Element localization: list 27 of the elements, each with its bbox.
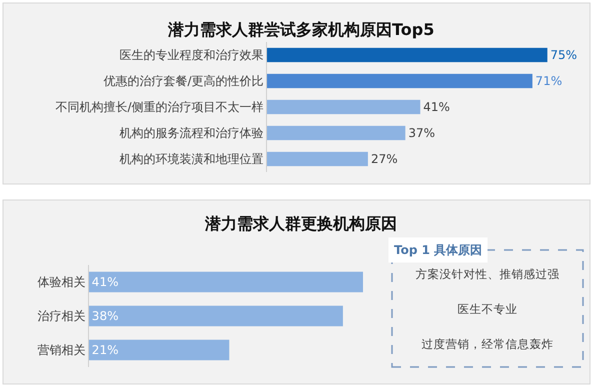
data-label: 75% <box>550 48 578 62</box>
data-label: 38% <box>92 309 118 323</box>
y-tick-label: 优惠的治疗套餐/更高的性价比 <box>104 74 264 88</box>
text: 过度营销，经常信息轰炸 <box>422 337 554 351</box>
chart-title: 潜力需求人群尝试多家机构原因Top5 <box>167 20 434 39</box>
bar <box>267 100 420 114</box>
text: 医生不专业 <box>458 302 518 316</box>
data-label: 41% <box>92 275 118 289</box>
bar <box>267 48 548 62</box>
y-tick-label: 治疗相关 <box>37 309 86 324</box>
y-tick-label: 机构的环境装潢和地理位置 <box>120 152 264 166</box>
data-label: 41% <box>423 100 450 114</box>
bar <box>267 152 368 166</box>
data-label: 21% <box>92 343 118 357</box>
y-tick-label: 营销相关 <box>37 343 86 358</box>
y-tick-label: 机构的服务流程和治疗体验 <box>120 126 264 140</box>
text: Top 1 具体原因 <box>394 243 482 257</box>
data-label: 27% <box>370 152 398 166</box>
data-label: 37% <box>408 126 435 140</box>
bar <box>267 126 406 140</box>
chart-title: 潜力需求人群更换机构原因 <box>204 214 397 233</box>
text: 方案没针对性、推销感过强 <box>416 267 560 281</box>
y-tick-label: 不同机构擅长/侧重的治疗项目不太一样 <box>56 100 264 114</box>
y-tick-label: 医生的专业程度和治疗效果 <box>120 48 264 62</box>
y-tick-label: 体验相关 <box>37 275 86 290</box>
bar <box>267 74 532 88</box>
data-label: 71% <box>535 74 562 88</box>
